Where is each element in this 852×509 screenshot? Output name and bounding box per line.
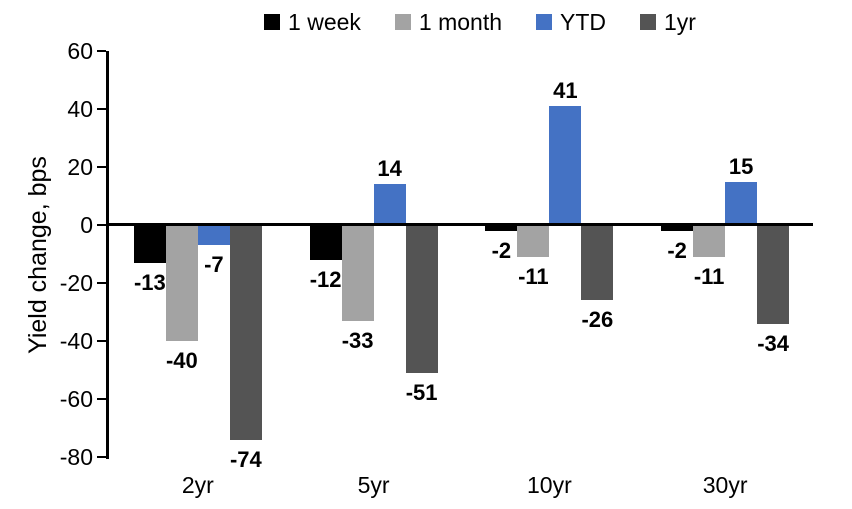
bar-1-week-30yr: [661, 225, 694, 231]
y-tick-mark: [97, 340, 106, 342]
category-label-5yr: 5yr: [357, 472, 390, 498]
bar-ytd-5yr: [373, 184, 406, 225]
value-label-ytd-10yr: 41: [553, 78, 578, 104]
value-label-1-month-30yr: -11: [693, 263, 725, 289]
y-tick-label: -60: [59, 386, 93, 412]
bar-ytd-10yr: [549, 106, 582, 225]
bar-ytd-30yr: [725, 181, 758, 225]
bar-1yr-2yr: [229, 225, 262, 440]
value-label-1yr-2yr: -74: [229, 446, 262, 472]
value-label-1-week-10yr: -2: [491, 237, 512, 263]
y-tick-label: 0: [80, 212, 93, 238]
y-tick-label: 60: [67, 38, 93, 64]
legend-swatch-ytd: [536, 14, 553, 30]
value-label-ytd-2yr: -7: [204, 252, 224, 278]
legend-item-1-month: 1 month: [394, 7, 503, 37]
y-tick-mark: [97, 456, 106, 458]
y-tick-mark: [97, 282, 106, 284]
y-tick-label: -40: [59, 328, 93, 354]
legend-label: 1 month: [418, 9, 503, 35]
value-label-ytd-5yr: 14: [377, 156, 402, 182]
value-label-1yr-30yr: -34: [757, 330, 790, 356]
legend-label: 1yr: [664, 9, 696, 35]
bar-1-month-5yr: [341, 225, 374, 321]
value-label-ytd-30yr: 15: [728, 153, 754, 179]
y-tick-mark: [97, 50, 106, 52]
bar-1-month-10yr: [517, 225, 550, 257]
y-axis-title: Yield change, bps: [24, 156, 52, 354]
value-label-1-month-10yr: -11: [518, 263, 549, 289]
y-tick-mark: [97, 166, 106, 168]
value-label-1-week-5yr: -12: [309, 266, 342, 292]
bar-1-week-5yr: [309, 225, 342, 260]
category-label-30yr: 30yr: [702, 472, 748, 498]
value-label-1-month-2yr: -40: [165, 348, 198, 373]
y-tick-mark: [97, 398, 106, 400]
y-tick-label: 40: [67, 96, 93, 122]
legend-item-1-week: 1 week: [264, 7, 361, 37]
category-label-2yr: 2yr: [181, 472, 214, 498]
bar-1-month-30yr: [693, 225, 726, 257]
bar-1-week-2yr: [133, 225, 166, 263]
legend-item-ytd: YTD: [536, 7, 606, 37]
category-label-10yr: 10yr: [527, 472, 572, 498]
y-tick-label: 20: [67, 154, 93, 180]
value-label-1-week-30yr: -2: [667, 237, 687, 263]
legend-item-1yr: 1yr: [640, 7, 696, 37]
value-label-1-week-2yr: -13: [133, 269, 166, 295]
bar-1-week-10yr: [485, 225, 518, 231]
value-label-1-month-5yr: -33: [341, 327, 374, 353]
legend-swatch-1-week: [264, 14, 281, 30]
bar-1yr-5yr: [405, 225, 438, 373]
zero-baseline: [106, 223, 813, 226]
value-label-1yr-5yr: -51: [405, 379, 438, 405]
value-label-1yr-10yr: -26: [581, 307, 614, 333]
y-tick-label: -20: [59, 270, 93, 296]
legend-swatch-1-month: [394, 14, 411, 30]
chart-legend: 1 week 1 month YTD 1yr: [54, 7, 852, 37]
y-axis-line: [106, 51, 109, 459]
legend-label: YTD: [560, 9, 607, 35]
bar-1yr-30yr: [757, 225, 790, 324]
y-tick-mark: [97, 224, 106, 226]
bar-ytd-2yr: [197, 225, 230, 246]
legend-label: 1 week: [288, 9, 361, 35]
legend-swatch-1yr: [640, 14, 657, 30]
y-tick-mark: [97, 108, 106, 110]
y-tick-label: -80: [59, 444, 93, 470]
bar-1yr-10yr: [581, 225, 614, 301]
bar-1-month-2yr: [165, 225, 198, 341]
